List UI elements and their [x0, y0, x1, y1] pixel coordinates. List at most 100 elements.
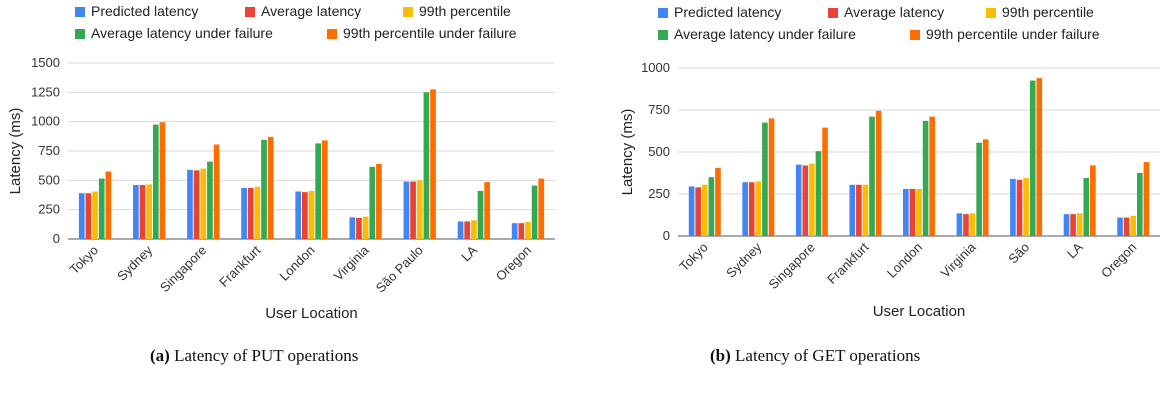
x-tick-label: Frankfurt — [216, 242, 264, 290]
bar — [254, 186, 261, 239]
x-axis-title: User Location — [265, 305, 358, 322]
legend: Predicted latency Average latency 99th per… — [658, 4, 1100, 42]
bar — [956, 213, 963, 236]
bar — [315, 143, 321, 239]
bar — [1036, 78, 1043, 236]
bar — [416, 180, 423, 239]
x-tick-label: Singapore — [765, 240, 818, 293]
y-tick-label: 500 — [38, 172, 60, 187]
bar — [267, 136, 274, 239]
bar — [423, 92, 430, 239]
y-axis-title: Latency (ms) — [619, 109, 636, 196]
bar — [916, 188, 922, 236]
bar — [356, 217, 362, 239]
bar — [484, 182, 490, 239]
bar — [1130, 215, 1137, 236]
legend-label: Predicted latency — [91, 3, 198, 19]
x-axis-title: User Location — [873, 303, 966, 320]
caption-get: (b) Latency of GET operations — [710, 346, 920, 366]
bar — [207, 161, 213, 239]
y-tick-label: 750 — [38, 143, 60, 158]
bar — [1143, 162, 1150, 236]
legend-entry: 99th percentile under failure — [910, 26, 1100, 42]
bar — [511, 223, 518, 239]
caption-label: (a) — [150, 346, 170, 365]
y-tick-label: 1000 — [641, 60, 670, 75]
y-tick-label: 250 — [38, 202, 60, 217]
legend-swatch — [75, 29, 85, 39]
bar — [815, 151, 822, 236]
bar — [1063, 214, 1070, 236]
legend-swatch — [245, 7, 255, 17]
legend-swatch — [75, 7, 85, 17]
bar — [430, 89, 436, 240]
bar — [518, 223, 525, 239]
bar — [92, 191, 98, 239]
legend-label: 99th percentile under failure — [343, 25, 517, 41]
bar — [295, 191, 302, 239]
bar — [701, 184, 708, 236]
bar — [403, 181, 410, 239]
legend-label: Predicted latency — [674, 4, 781, 20]
legend-swatch — [658, 8, 668, 18]
bar — [159, 122, 166, 239]
bar — [187, 169, 193, 239]
bar — [98, 178, 105, 239]
bar — [869, 116, 875, 236]
bar — [963, 214, 969, 236]
x-tick-label: LA — [458, 242, 480, 264]
bar — [822, 127, 828, 236]
x-tick-label: London — [276, 243, 317, 284]
bar — [903, 188, 909, 236]
legend-entry: 99th percentile under failure — [327, 25, 517, 41]
legend-label: Average latency under failure — [91, 25, 273, 41]
x-tick-label: London — [884, 240, 925, 281]
bar — [1137, 173, 1143, 236]
legend-swatch — [986, 8, 996, 18]
legend-entry: 99th percentile — [986, 4, 1094, 20]
bar — [538, 178, 545, 239]
bar — [862, 184, 869, 236]
bar — [909, 188, 916, 236]
bar — [321, 140, 328, 239]
y-tick-label: 0 — [53, 231, 60, 246]
y-tick-label: 500 — [648, 144, 670, 159]
bar — [748, 182, 755, 236]
legend-swatch — [910, 30, 920, 40]
bar — [146, 184, 153, 239]
bar — [525, 221, 531, 239]
bar — [762, 122, 768, 236]
bar — [755, 181, 762, 236]
legend-label: Average latency under failure — [674, 26, 856, 42]
legend-entry: Predicted latency — [75, 3, 198, 19]
bar — [349, 217, 356, 239]
caption-label: (b) — [710, 346, 731, 365]
x-tick-label: Sydney — [114, 242, 156, 284]
legend-label: 99th percentile under failure — [926, 26, 1100, 42]
bar — [809, 163, 815, 236]
bar — [531, 185, 538, 239]
x-tick-label: LA — [1064, 239, 1086, 261]
legend-entry: 99th percentile — [403, 3, 511, 19]
bar — [875, 110, 882, 236]
bar — [85, 193, 92, 239]
bar — [1090, 165, 1096, 236]
caption-text: Latency of GET operations — [735, 346, 921, 365]
bar — [464, 221, 471, 239]
legend-entry: Average latency under failure — [75, 25, 273, 41]
x-tick-label: Oregon — [493, 243, 534, 284]
x-tick-label: Virginia — [938, 239, 980, 281]
y-tick-label: 1000 — [31, 114, 60, 129]
legend-entry: Predicted latency — [658, 4, 781, 20]
bar — [795, 164, 802, 236]
bar — [1010, 178, 1016, 236]
bar — [477, 190, 484, 239]
legend-swatch — [403, 7, 413, 17]
bar — [856, 184, 862, 236]
bar — [1123, 217, 1130, 236]
bar — [688, 186, 695, 236]
legend-label: Average latency — [261, 3, 361, 19]
bar — [241, 187, 247, 239]
caption-put: (a) Latency of PUT operations — [150, 346, 358, 366]
